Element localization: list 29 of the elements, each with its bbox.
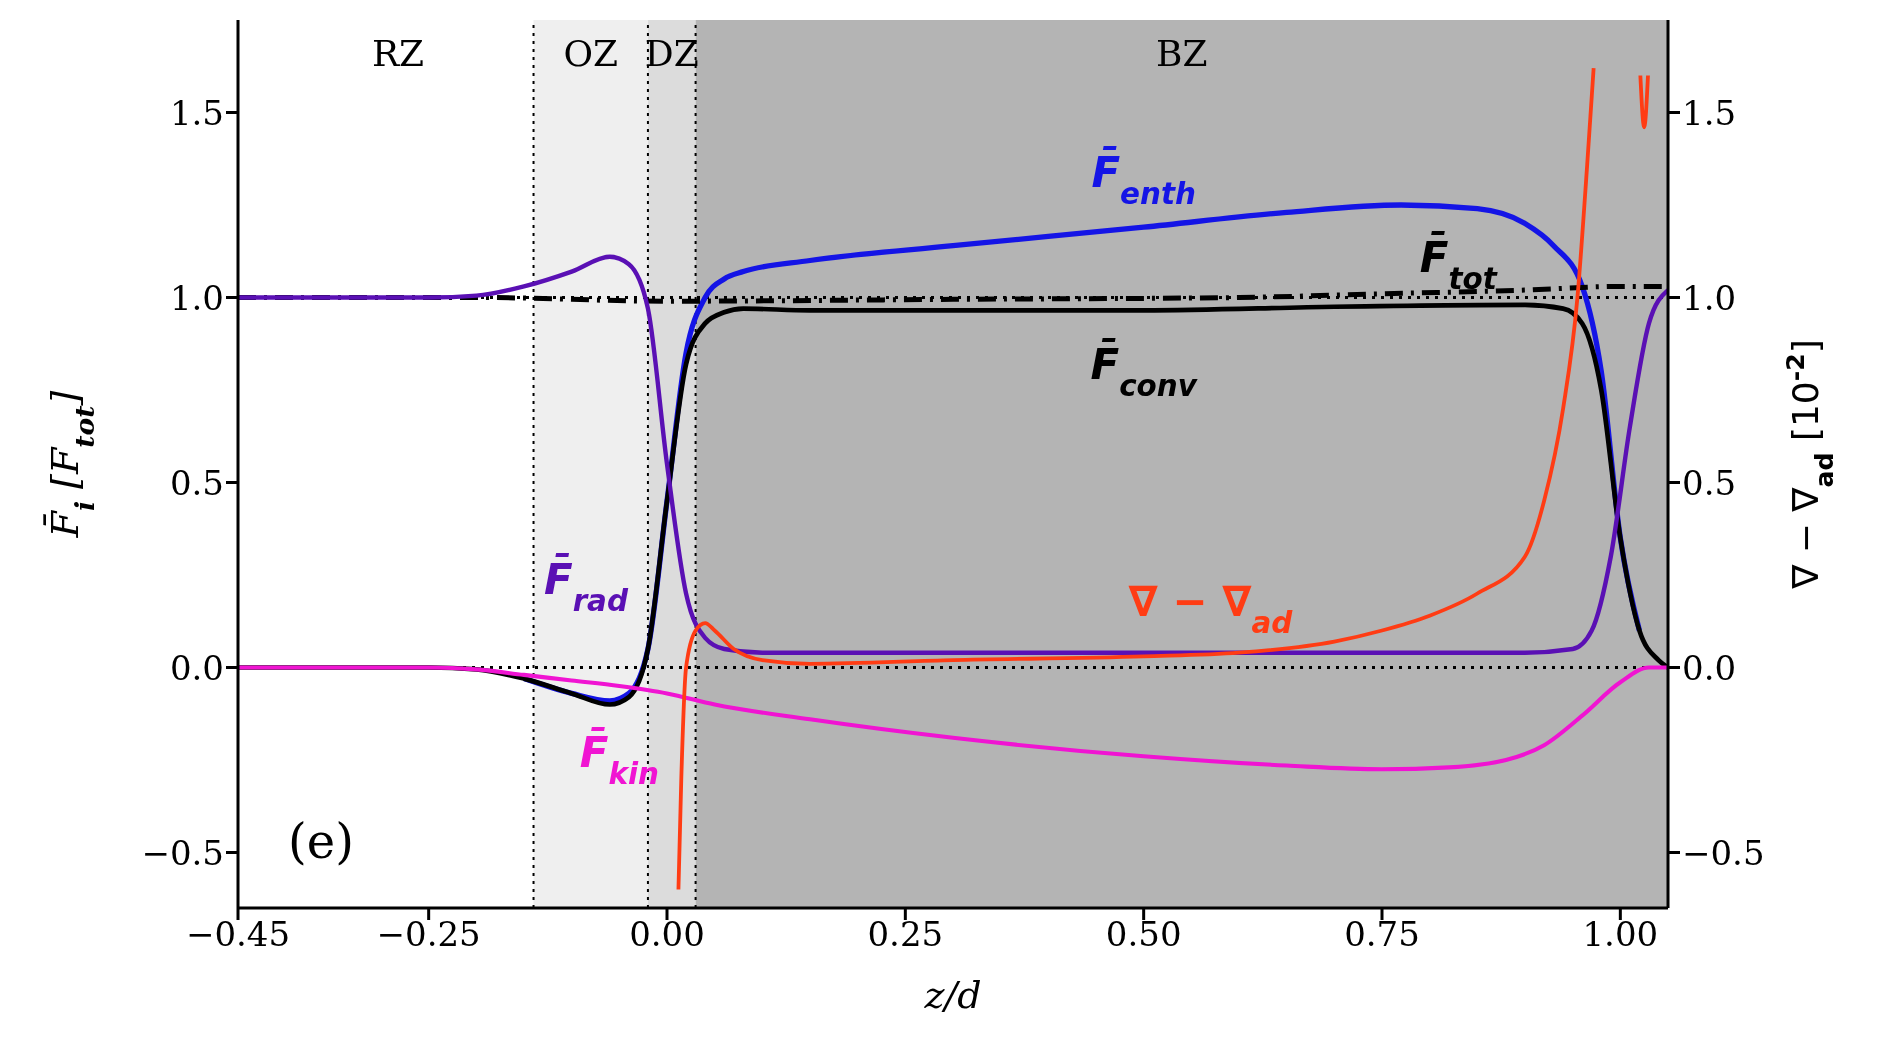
x-tick-label: 0.25: [867, 914, 944, 955]
x-tick-label: −0.45: [185, 914, 291, 955]
annotation: (e): [288, 813, 354, 869]
x-tick-label: 1.00: [1582, 914, 1659, 955]
band-label: BZ: [1156, 32, 1208, 74]
x-axis-title: z/d: [923, 973, 982, 1017]
band-label: DZ: [644, 32, 699, 74]
y2-tick-label: 1.5: [1682, 92, 1737, 133]
series-label: F̄$_{conv}$: [1090, 338, 1198, 403]
series-label: ∇ − ∇$_{ad}$: [1128, 576, 1294, 640]
y2-tick-label: 0.0: [1682, 647, 1737, 688]
x-tick-label: 0.50: [1105, 914, 1182, 955]
annotation: RZ: [371, 33, 425, 74]
y2-tick-label: −0.5: [1682, 832, 1765, 873]
x-tick-label: 0.00: [629, 914, 705, 955]
y-tick-label: −0.5: [141, 832, 224, 873]
series-label: F̄$_{kin}$: [579, 726, 659, 792]
x-tick-label: 0.75: [1344, 914, 1420, 955]
y2-tick-label: 1.0: [1682, 277, 1737, 318]
y-tick-label: 1.5: [169, 92, 224, 133]
y-tick-label: 0.5: [169, 462, 224, 503]
y-tick-label: 0.0: [169, 647, 224, 688]
y-tick-label: 1.0: [169, 277, 224, 318]
series-label: F̄$_{enth}$: [1091, 145, 1196, 211]
y2-tick-label: 0.5: [1682, 462, 1737, 503]
series-label: F̄$_{rad}$: [543, 552, 629, 618]
x-tick-label: −0.25: [376, 914, 481, 955]
series-label: F̄$_{tot}$: [1419, 230, 1498, 296]
band-label: OZ: [563, 32, 618, 74]
